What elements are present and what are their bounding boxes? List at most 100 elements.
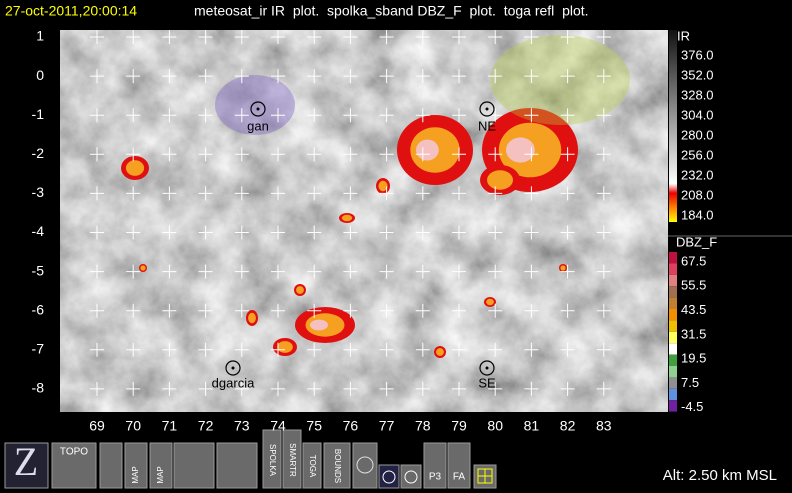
grid-cross xyxy=(488,147,503,162)
map-button[interactable] xyxy=(149,442,173,489)
grid-cross xyxy=(524,342,539,357)
smartr-button[interactable] xyxy=(282,429,302,489)
echo-speckle xyxy=(490,35,630,125)
layer-button[interactable] xyxy=(173,442,215,489)
grid-cross xyxy=(234,381,249,396)
toga-button[interactable] xyxy=(302,442,322,489)
grid-cross xyxy=(162,381,177,396)
lon-label: 70 xyxy=(125,418,141,434)
station-marker xyxy=(479,101,495,117)
grid-cross xyxy=(307,264,322,279)
grid-cross xyxy=(343,147,358,162)
grid-cross xyxy=(415,303,430,318)
lon-label: 77 xyxy=(379,418,395,434)
icon xyxy=(404,470,418,484)
lon-label: 81 xyxy=(524,418,540,434)
colorbar-step xyxy=(669,331,677,344)
spolka-button[interactable] xyxy=(262,429,282,489)
grid-cross xyxy=(198,342,213,357)
lat-label: -2 xyxy=(32,145,45,161)
bounds-button[interactable] xyxy=(323,442,351,489)
grid-cross xyxy=(379,30,394,44)
button-label: TOGA xyxy=(308,455,317,478)
grid-cross xyxy=(90,381,104,396)
grid-cross xyxy=(90,264,104,279)
icon xyxy=(356,456,374,474)
grid-cross xyxy=(596,381,611,396)
legend-label: 280.0 xyxy=(681,127,714,142)
grid-cross xyxy=(560,147,575,162)
layers: meteosat_ir IR plot. spolka_sband DBZ_F … xyxy=(194,3,589,19)
grid-cross xyxy=(415,108,430,123)
grid-cross xyxy=(379,108,394,123)
grid-cross xyxy=(90,30,104,44)
fa-button[interactable] xyxy=(447,442,471,489)
logo: Z xyxy=(14,439,38,484)
grid-cross xyxy=(90,147,104,162)
legend-label: 376.0 xyxy=(681,47,714,62)
target-button[interactable] xyxy=(378,464,400,489)
grid-cross xyxy=(90,69,104,84)
grid-cross xyxy=(596,108,611,123)
grid-cross xyxy=(560,381,575,396)
grid-cross xyxy=(90,186,104,201)
lat-label: -6 xyxy=(32,301,45,317)
grid-cross xyxy=(560,303,575,318)
grid-cross xyxy=(524,108,539,123)
grid-cross xyxy=(596,69,611,84)
grid-cross xyxy=(234,225,249,240)
grid-cross xyxy=(379,186,394,201)
station-marker xyxy=(479,360,495,376)
topo-button[interactable] xyxy=(51,442,97,489)
grid-cross xyxy=(198,30,213,44)
ir-button[interactable] xyxy=(99,442,123,489)
grid-cross xyxy=(488,69,503,84)
grid-cross xyxy=(560,30,575,44)
map-button[interactable] xyxy=(124,442,148,489)
grid-cross xyxy=(560,264,575,279)
legend-label: 184.0 xyxy=(681,207,714,222)
legend-label: -4.5 xyxy=(681,399,703,414)
layer-button[interactable] xyxy=(216,442,258,489)
grid-cross xyxy=(271,342,285,357)
grid-cross xyxy=(596,225,611,240)
grid-cross xyxy=(307,381,322,396)
button-label: SPOLKA xyxy=(268,444,277,477)
map: gan NE dgarcia SE xyxy=(60,30,668,412)
legend-label: 31.5 xyxy=(681,326,706,341)
lat-label: -7 xyxy=(32,341,45,357)
logo-button[interactable] xyxy=(4,442,49,489)
legend-label: 232.0 xyxy=(681,167,714,182)
lat-label: 0 xyxy=(36,67,44,83)
grid-cross xyxy=(162,147,177,162)
grid-cross xyxy=(452,108,466,123)
grid-cross xyxy=(343,381,358,396)
grid-cross xyxy=(234,303,249,318)
grid: gan NE dgarcia SE xyxy=(90,30,611,396)
legend-label: 328.0 xyxy=(681,87,714,102)
grid-cross xyxy=(198,381,213,396)
grid-cross xyxy=(271,147,285,162)
echo-peak xyxy=(416,139,439,161)
target-button[interactable] xyxy=(400,464,422,489)
grid-cross xyxy=(234,186,249,201)
ir-image xyxy=(60,30,668,412)
lon-label: 83 xyxy=(596,418,612,434)
grid-cross xyxy=(198,225,213,240)
lon-label: 73 xyxy=(234,418,250,434)
p3-button[interactable] xyxy=(423,442,447,489)
grid-cross xyxy=(307,147,322,162)
colorbar-step xyxy=(669,263,677,275)
grid-cross xyxy=(524,147,539,162)
grid-cross xyxy=(452,381,466,396)
colorbar-step xyxy=(669,388,677,401)
grid-cross xyxy=(488,342,503,357)
grid-cross xyxy=(343,186,358,201)
station-dot xyxy=(485,107,489,111)
lat-label: -8 xyxy=(32,380,45,396)
grid-cross xyxy=(271,30,285,44)
grid-cross xyxy=(524,381,539,396)
legend-label: 19.5 xyxy=(681,351,706,366)
grid-cross xyxy=(126,30,141,44)
grid-cross xyxy=(415,225,430,240)
